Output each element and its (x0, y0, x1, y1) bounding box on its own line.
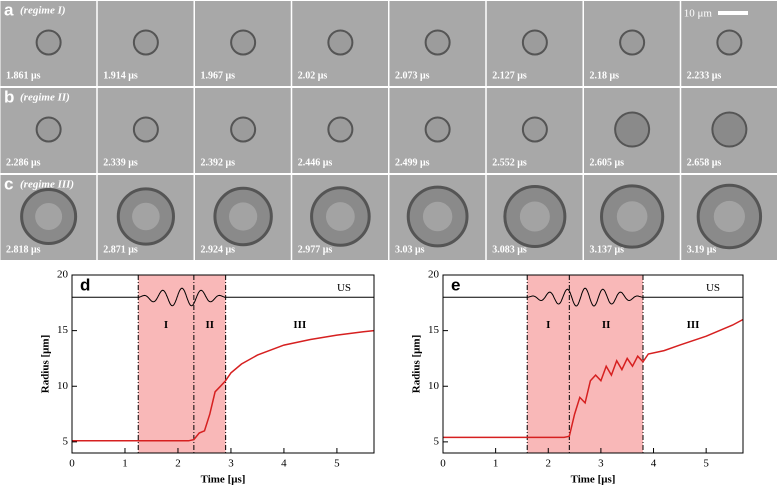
frame-time: 1.914 μs (103, 70, 138, 81)
frame-time: 3.083 μs (492, 244, 527, 255)
x-axis-label: Time [μs] (571, 474, 616, 486)
bubble (327, 29, 354, 56)
bubble-core (422, 201, 453, 232)
frame-time: 2.286 μs (6, 157, 41, 168)
panel-label: a (4, 0, 14, 19)
frame-time: 2.02 μs (298, 70, 328, 81)
bubble (424, 116, 451, 143)
us-label: US (706, 282, 720, 294)
frame-time: 3.137 μs (590, 244, 625, 255)
bubble (35, 29, 62, 56)
panel-regime: (regime I) (20, 5, 66, 17)
region-label: III (293, 319, 306, 331)
panel-label: c (4, 174, 13, 193)
y-tick-label: 20 (428, 269, 440, 281)
y-tick-label: 10 (428, 380, 440, 392)
region-label: II (205, 319, 214, 331)
frame-time: 2.073 μs (395, 70, 430, 81)
y-tick-label: 15 (57, 324, 69, 336)
y-axis-label: Radius [μm] (411, 335, 423, 394)
x-tick-label: 3 (598, 458, 604, 470)
panel-label: b (4, 87, 14, 106)
bubble (230, 116, 257, 143)
frame-time: 2.977 μs (298, 244, 333, 255)
region-label: II (602, 319, 611, 331)
frame-time: 1.861 μs (6, 70, 41, 81)
bubble (132, 116, 159, 143)
panel-regime: (regime III) (20, 179, 74, 191)
us-wave (527, 287, 644, 307)
x-tick-label: 3 (228, 458, 234, 470)
frame-time: 2.818 μs (6, 244, 41, 255)
bubble-core (229, 202, 258, 231)
frame-time: 2.552 μs (492, 157, 527, 168)
frame-time: 2.339 μs (103, 157, 138, 168)
region-label: III (687, 319, 700, 331)
x-tick-label: 2 (546, 458, 552, 470)
frame-time: 2.924 μs (201, 244, 236, 255)
bubble (424, 29, 451, 56)
bubble (327, 116, 354, 143)
region-label: I (546, 319, 550, 331)
x-tick-label: 0 (440, 458, 446, 470)
bubble (230, 29, 257, 56)
y-tick-label: 15 (428, 324, 440, 336)
x-tick-label: 5 (334, 458, 340, 470)
bubble (716, 29, 743, 56)
panel-label: d (80, 275, 90, 294)
bubble-core (713, 200, 745, 233)
y-tick-label: 5 (434, 435, 440, 447)
bubble (711, 111, 748, 148)
radius-line (72, 329, 375, 442)
frame-time: 3.03 μs (395, 244, 425, 255)
frame-time: 1.967 μs (201, 70, 236, 81)
frame-time: 2.499 μs (395, 157, 430, 168)
panel-regime: (regime II) (20, 92, 70, 104)
y-tick-label: 5 (63, 435, 69, 447)
scale-bar (718, 11, 748, 15)
plot-frame (442, 274, 744, 454)
bubble-core (325, 202, 355, 231)
x-tick-label: 0 (69, 458, 75, 470)
x-tick-label: 5 (703, 458, 709, 470)
radius-line (443, 318, 744, 439)
bubble (132, 29, 159, 56)
bubble (521, 116, 548, 143)
frame-time: 2.658 μs (687, 157, 722, 168)
frame-time: 2.446 μs (298, 157, 333, 168)
frame-time: 2.233 μs (687, 70, 722, 81)
shade (138, 275, 226, 453)
x-tick-label: 2 (175, 458, 181, 470)
frame-time: 2.18 μs (590, 70, 620, 81)
bubble-core (132, 202, 160, 231)
x-axis-label: Time [μs] (201, 474, 246, 486)
x-tick-label: 4 (651, 458, 657, 470)
y-tick-label: 20 (57, 269, 69, 281)
bubble-core (616, 201, 648, 232)
us-label: US (337, 282, 351, 294)
frame-time: 3.19 μs (687, 244, 717, 255)
x-tick-label: 1 (122, 458, 128, 470)
bubble-core (35, 203, 63, 230)
plot-frame (71, 274, 375, 454)
scale-bar-label: 10 μm (684, 8, 713, 20)
bubble-core (519, 201, 550, 232)
frame-time: 2.127 μs (492, 70, 527, 81)
frame-time: 2.392 μs (201, 157, 236, 168)
us-wave (138, 287, 226, 307)
region-label: I (164, 319, 168, 331)
bubble (35, 116, 62, 143)
frame-time: 2.871 μs (103, 244, 138, 255)
shade (527, 275, 643, 453)
panel-label: e (451, 275, 460, 294)
x-tick-label: 1 (493, 458, 499, 470)
bubble (619, 29, 646, 56)
y-tick-label: 10 (57, 380, 69, 392)
bubble (521, 29, 548, 56)
y-axis-label: Radius [μm] (40, 335, 52, 394)
frame-time: 2.605 μs (590, 157, 625, 168)
bubble (614, 111, 651, 148)
x-tick-label: 4 (281, 458, 287, 470)
